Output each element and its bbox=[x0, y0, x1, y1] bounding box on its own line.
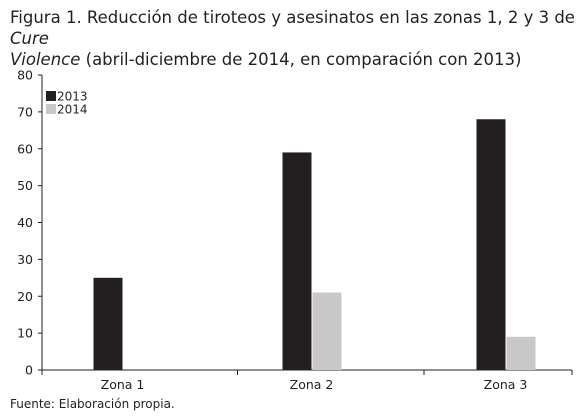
bar-2014-zona-3 bbox=[506, 336, 536, 370]
x-tick-label-zona-2: Zona 2 bbox=[290, 377, 334, 392]
chart-title: Figura 1. Reducción de tiroteos y asesin… bbox=[10, 7, 580, 70]
legend-swatch-2014 bbox=[46, 104, 56, 114]
bar-chart: 0 10 20 30 40 50 60 70 80 Zona 1 Zona 2 Zona 3 20132… bbox=[17, 68, 573, 392]
y-tick-label: 60 bbox=[17, 141, 33, 156]
y-tick-label: 80 bbox=[17, 68, 33, 83]
y-tick-label: 10 bbox=[17, 326, 33, 341]
x-tick-label-zona-1: Zona 1 bbox=[101, 377, 145, 392]
y-tick-label: 0 bbox=[25, 363, 33, 378]
x-tick-label-zona-3: Zona 3 bbox=[484, 377, 528, 392]
title-line1-text: Figura 1. Reducción de tiroteos y asesin… bbox=[10, 8, 575, 27]
title-italic-violence: Violence bbox=[10, 50, 81, 69]
y-tick-label: 20 bbox=[17, 289, 33, 304]
title-italic-cure: Cure bbox=[10, 29, 49, 48]
bar-2013-zona-3 bbox=[476, 119, 506, 370]
source-note: Fuente: Elaboración propia. bbox=[10, 397, 175, 411]
legend-label-2013: 2013 bbox=[57, 90, 88, 104]
y-tick-label: 50 bbox=[17, 178, 33, 193]
legend-label-2014: 2014 bbox=[57, 103, 88, 117]
bar-2014-zona-2 bbox=[312, 292, 342, 370]
y-tick-label: 40 bbox=[17, 215, 33, 230]
y-tick-label: 70 bbox=[17, 104, 33, 119]
y-tick-label: 30 bbox=[17, 252, 33, 267]
bar-2013-zona-1 bbox=[93, 277, 123, 370]
bar-2013-zona-2 bbox=[282, 152, 312, 370]
title-line2-text: (abril-diciembre de 2014, en comparación… bbox=[80, 50, 522, 69]
legend-swatch-2013 bbox=[46, 91, 56, 101]
